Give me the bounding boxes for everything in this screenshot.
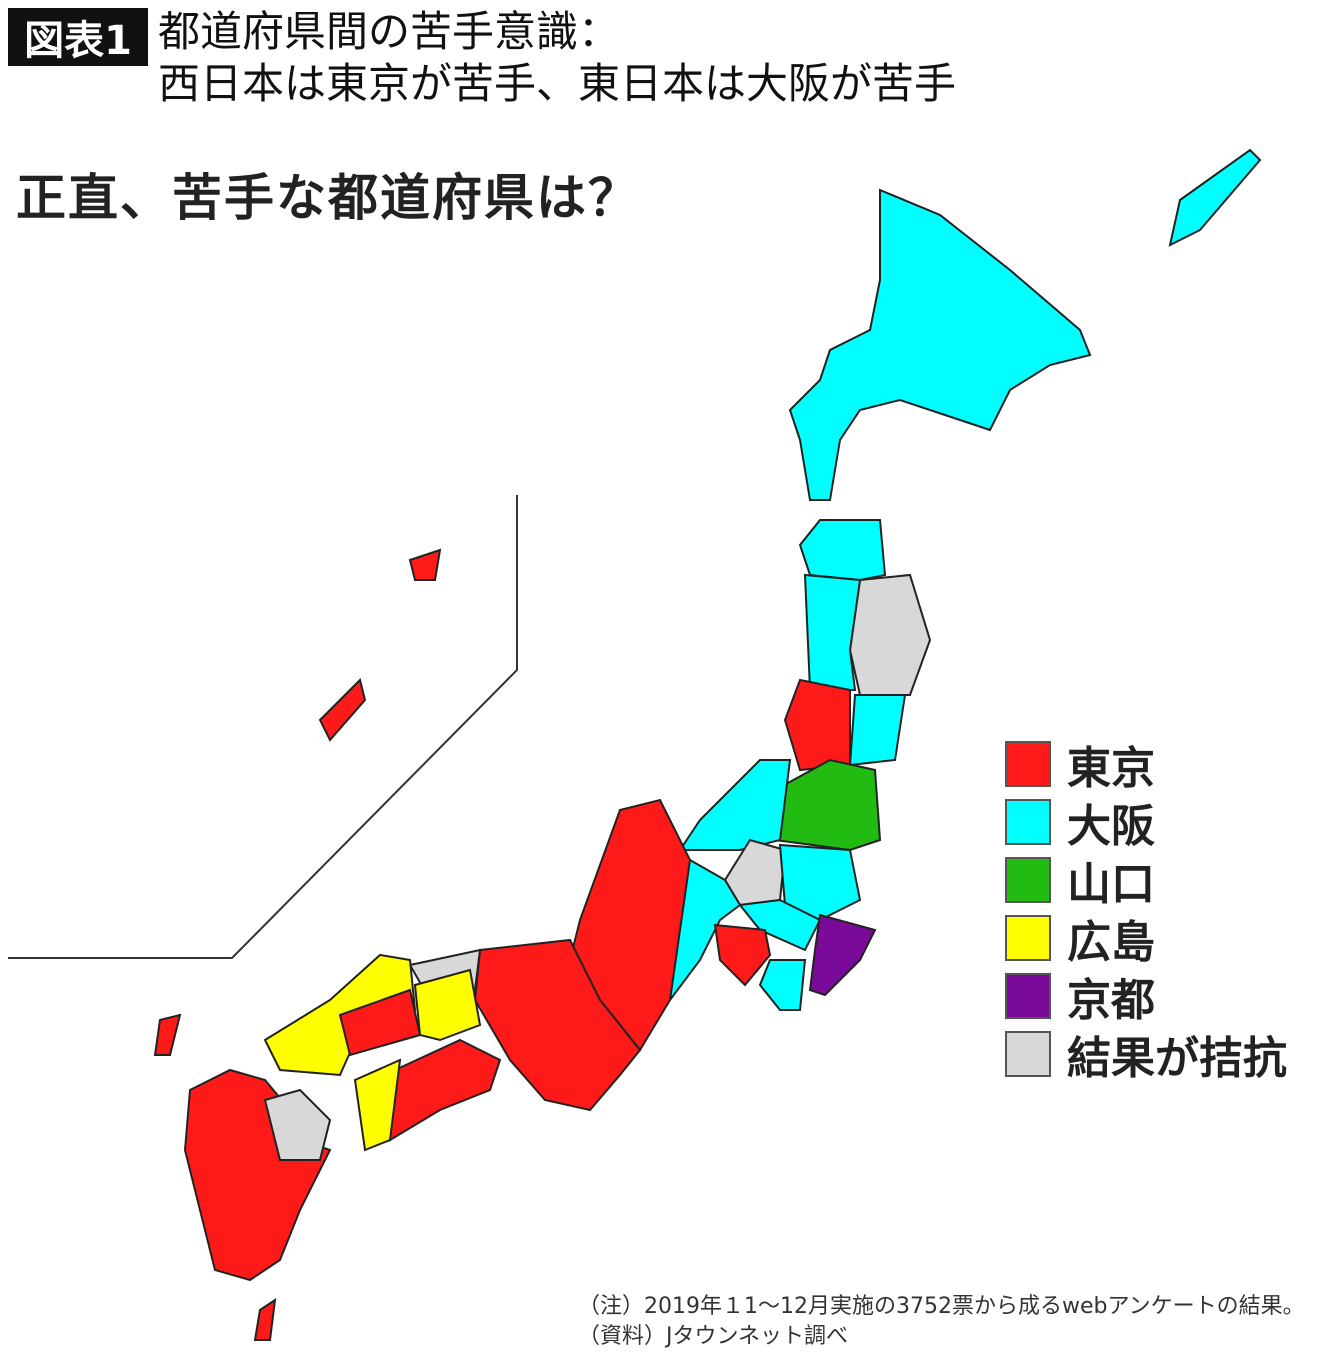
prefecture-region <box>338 988 422 1057</box>
title-line-1: 都道府県間の苦手意識： <box>158 7 621 56</box>
legend-swatch <box>1005 741 1051 787</box>
prefecture-region <box>413 968 482 1042</box>
map-question: 正直、苦手な都道府県は？ <box>16 169 640 227</box>
source-note: （資料）Jタウンネット調べ <box>578 1324 849 1349</box>
legend-item-tie: 結果が拮抗 <box>1005 1025 1287 1084</box>
prefecture-region <box>783 678 851 772</box>
legend-swatch <box>1005 857 1051 903</box>
prefecture-region <box>803 573 862 691</box>
prefecture-region <box>388 1038 502 1142</box>
legend-item-tokyo: 東京 <box>1005 735 1287 794</box>
footnote: （注）2019年１1～12月実施の3752票から成るwebアンケートの結果。 （… <box>578 1292 1305 1352</box>
legend-item-yamaguchi: 山口 <box>1005 851 1287 910</box>
prefecture-region <box>1168 148 1262 247</box>
legend-swatch <box>1005 973 1051 1019</box>
prefecture-region <box>353 1058 402 1152</box>
prefecture-region <box>408 548 442 581</box>
page-title: 都道府県間の苦手意識： 西日本は東京が苦手、東日本は大阪が苦手 <box>158 6 956 110</box>
prefecture-region <box>774 758 882 852</box>
prefecture-region <box>848 694 907 767</box>
prefecture-region <box>778 843 862 922</box>
prefecture-region <box>758 959 807 1011</box>
prefecture-region <box>808 913 877 997</box>
prefecture-region <box>153 1013 182 1056</box>
legend-item-kyoto: 京都 <box>1005 967 1287 1026</box>
prefecture-region <box>848 573 932 696</box>
figure-badge: 図表1 <box>8 8 148 66</box>
prefecture-region <box>738 898 822 952</box>
prefecture-region <box>473 938 642 1112</box>
prefecture-region <box>318 678 367 742</box>
prefecture-region <box>263 1088 332 1161</box>
legend-item-hiroshima: 広島 <box>1005 909 1287 968</box>
legend-swatch <box>1005 1031 1051 1077</box>
legend-swatch <box>1005 799 1051 845</box>
prefecture-region <box>253 1297 277 1341</box>
legend-swatch <box>1005 915 1051 961</box>
prefecture-region <box>678 759 792 851</box>
prefecture-region <box>713 923 772 987</box>
legend-item-osaka: 大阪 <box>1005 793 1287 852</box>
prefecture-region <box>788 188 1092 501</box>
survey-note: （注）2019年１1～12月実施の3752票から成るwebアンケートの結果。 <box>578 1294 1305 1319</box>
legend: 東京 大阪 山口 広島 京都 結果が拮抗 <box>1005 735 1287 1084</box>
title-line-2: 西日本は東京が苦手、東日本は大阪が苦手 <box>158 59 957 108</box>
prefecture-region <box>798 519 887 582</box>
inset-frame-line <box>8 495 518 959</box>
